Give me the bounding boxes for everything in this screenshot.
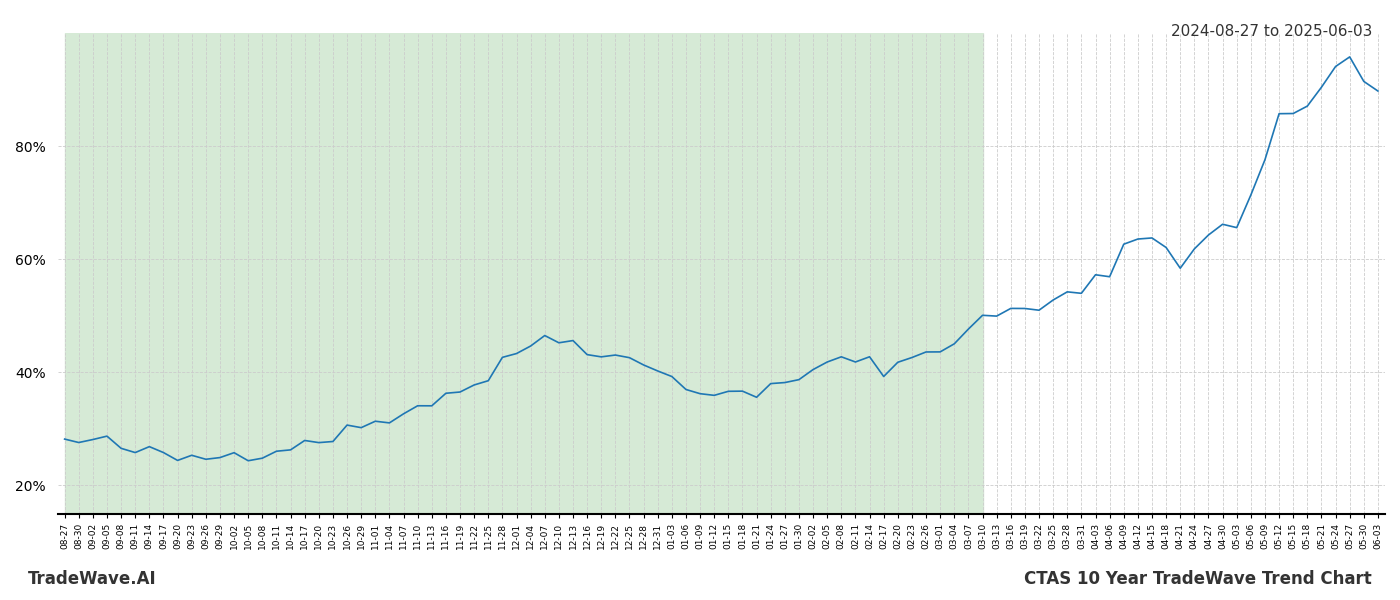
Bar [64,33,983,514]
Text: TradeWave.AI: TradeWave.AI [28,570,157,588]
Text: CTAS 10 Year TradeWave Trend Chart: CTAS 10 Year TradeWave Trend Chart [1025,570,1372,588]
Text: 2024-08-27 to 2025-06-03: 2024-08-27 to 2025-06-03 [1170,24,1372,39]
